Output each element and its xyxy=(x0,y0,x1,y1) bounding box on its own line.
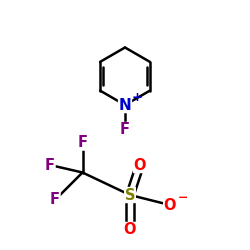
Text: N: N xyxy=(119,98,132,112)
Text: F: F xyxy=(120,122,130,138)
Text: O: O xyxy=(124,222,136,238)
Text: F: F xyxy=(50,192,60,208)
Text: O: O xyxy=(134,158,146,172)
Text: F: F xyxy=(78,135,88,150)
Text: S: S xyxy=(125,188,135,202)
Text: −: − xyxy=(177,191,188,204)
Text: +: + xyxy=(132,91,142,104)
Text: F: F xyxy=(45,158,55,172)
Text: O: O xyxy=(164,198,176,212)
